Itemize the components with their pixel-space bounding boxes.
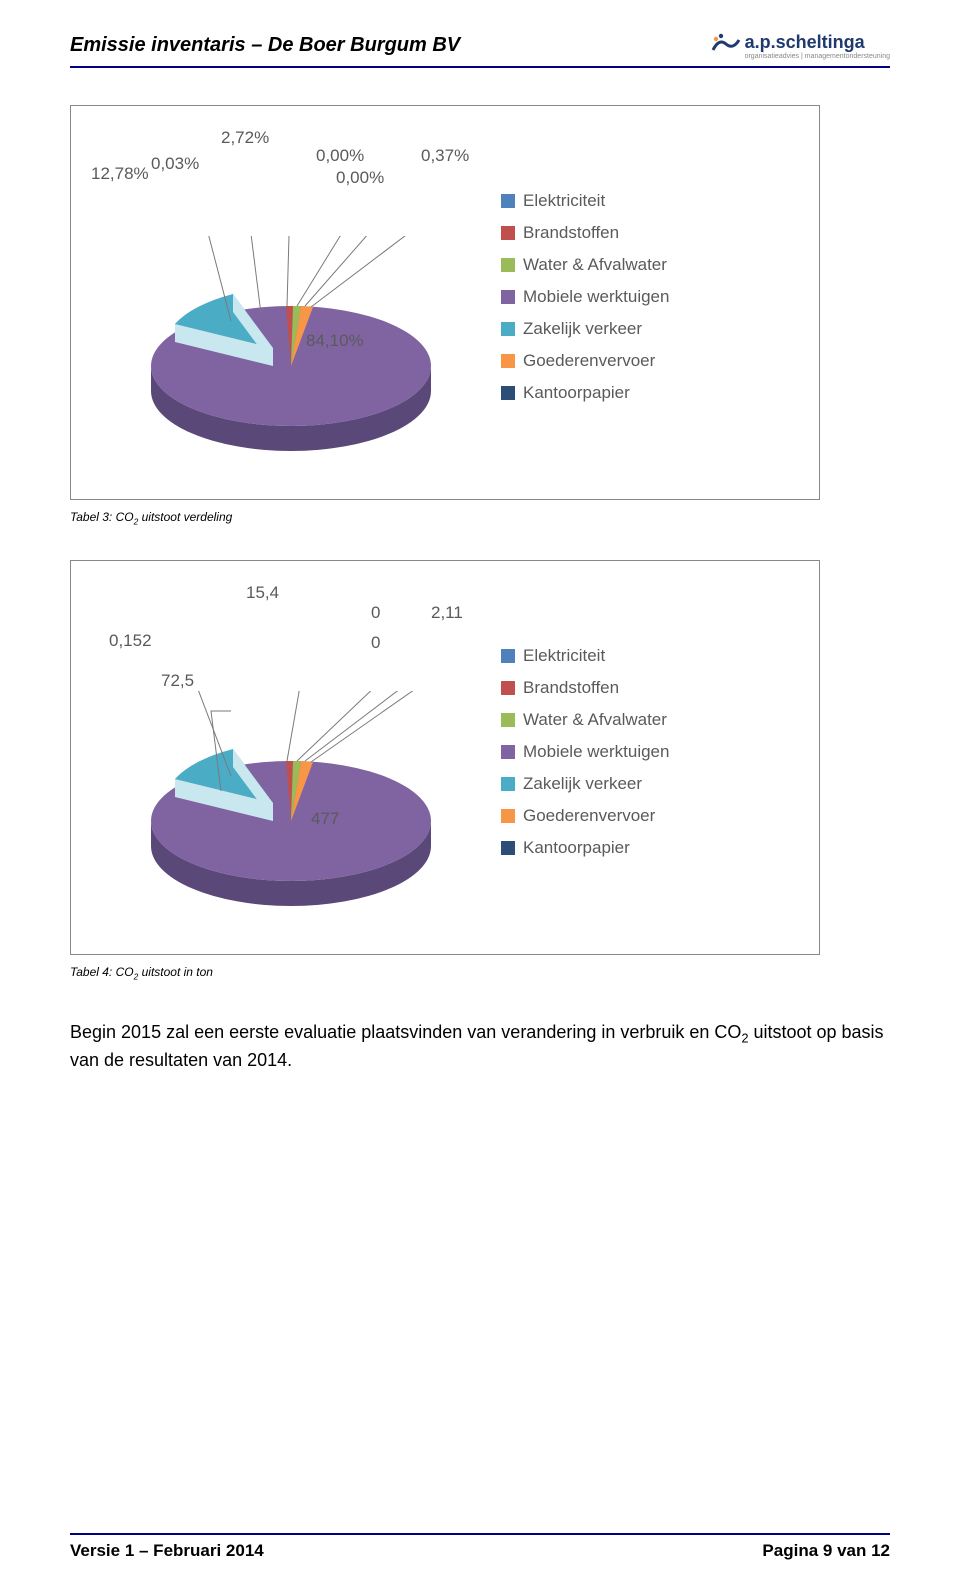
legend-item: Water & Afvalwater	[501, 255, 669, 275]
chart1-leader-2: 2,72%	[221, 128, 269, 148]
legend-item: Elektriciteit	[501, 191, 669, 211]
chart1-leader-0: 12,78%	[91, 164, 149, 184]
chart1-leader-5: 0,37%	[421, 146, 469, 166]
logo: a.p.scheltinga organisatieadvies | manag…	[711, 30, 890, 60]
legend-label: Water & Afvalwater	[523, 255, 667, 275]
chart2-leader-5: 2,11	[431, 603, 463, 623]
legend-swatch	[501, 713, 515, 727]
legend-item: Elektriciteit	[501, 646, 669, 666]
page-footer: Versie 1 – Februari 2014 Pagina 9 van 12	[70, 1533, 890, 1561]
legend-item: Mobiele werktuigen	[501, 287, 669, 307]
legend-swatch	[501, 322, 515, 336]
legend-label: Kantoorpapier	[523, 383, 630, 403]
legend-swatch	[501, 194, 515, 208]
chart2-caption: Tabel 4: CO2 uitstoot in ton	[70, 965, 213, 981]
chart1-legend: Elektriciteit Brandstoffen Water & Afval…	[501, 191, 669, 415]
chart2-leader-4: 0	[371, 633, 380, 653]
legend-item: Zakelijk verkeer	[501, 319, 669, 339]
legend-swatch	[501, 354, 515, 368]
legend-label: Zakelijk verkeer	[523, 774, 642, 794]
legend-item: Kantoorpapier	[501, 383, 669, 403]
pie-chart-1	[131, 236, 451, 476]
legend-item: Water & Afvalwater	[501, 710, 669, 730]
legend-label: Brandstoffen	[523, 678, 619, 698]
chart1-leader-4: 0,00%	[336, 168, 384, 188]
legend-item: Brandstoffen	[501, 678, 669, 698]
chart1-central-label: 84,10%	[306, 331, 364, 351]
legend-swatch	[501, 777, 515, 791]
chart2-leader-2: 15,4	[246, 583, 279, 603]
header-title: Emissie inventaris – De Boer Burgum BV	[70, 34, 460, 57]
legend-label: Brandstoffen	[523, 223, 619, 243]
footer-left: Versie 1 – Februari 2014	[70, 1541, 264, 1561]
legend-item: Kantoorpapier	[501, 838, 669, 858]
chart2-leader-1: 72,5	[161, 671, 194, 691]
body-paragraph: Begin 2015 zal een eerste evaluatie plaa…	[70, 1020, 890, 1072]
chart-box-2: 477 0,152 72,5 15,4 0 0 2,11 Elektricite…	[70, 560, 820, 955]
legend-label: Mobiele werktuigen	[523, 287, 669, 307]
legend-item: Brandstoffen	[501, 223, 669, 243]
chart2-legend: Elektriciteit Brandstoffen Water & Afval…	[501, 646, 669, 870]
legend-swatch	[501, 226, 515, 240]
legend-item: Mobiele werktuigen	[501, 742, 669, 762]
legend-label: Goederenvervoer	[523, 351, 655, 371]
logo-icon	[711, 30, 741, 60]
legend-swatch	[501, 386, 515, 400]
legend-label: Goederenvervoer	[523, 806, 655, 826]
logo-sub-text: organisatieadvies | managementondersteun…	[745, 53, 890, 60]
chart1-caption: Tabel 3: CO2 uitstoot verdeling	[70, 510, 232, 526]
chart1-leader-3: 0,00%	[316, 146, 364, 166]
chart2-central-label: 477	[311, 809, 339, 829]
legend-swatch	[501, 809, 515, 823]
legend-swatch	[501, 290, 515, 304]
logo-main-text: a.p.scheltinga	[745, 32, 890, 53]
legend-item: Goederenvervoer	[501, 351, 669, 371]
pie-chart-2	[131, 691, 451, 931]
chart-box-1: 84,10% 12,78% 0,03% 2,72% 0,00% 0,00% 0,…	[70, 105, 820, 500]
legend-swatch	[501, 681, 515, 695]
legend-swatch	[501, 841, 515, 855]
legend-label: Elektriciteit	[523, 646, 605, 666]
legend-swatch	[501, 745, 515, 759]
legend-label: Kantoorpapier	[523, 838, 630, 858]
legend-label: Elektriciteit	[523, 191, 605, 211]
footer-right: Pagina 9 van 12	[762, 1541, 890, 1561]
page-header: Emissie inventaris – De Boer Burgum BV a…	[70, 30, 890, 68]
chart2-leader-3: 0	[371, 603, 380, 623]
legend-label: Zakelijk verkeer	[523, 319, 642, 339]
legend-item: Zakelijk verkeer	[501, 774, 669, 794]
legend-swatch	[501, 649, 515, 663]
legend-label: Water & Afvalwater	[523, 710, 667, 730]
legend-label: Mobiele werktuigen	[523, 742, 669, 762]
legend-swatch	[501, 258, 515, 272]
chart1-leader-1: 0,03%	[151, 154, 199, 174]
legend-item: Goederenvervoer	[501, 806, 669, 826]
chart2-leader-0: 0,152	[109, 631, 152, 651]
